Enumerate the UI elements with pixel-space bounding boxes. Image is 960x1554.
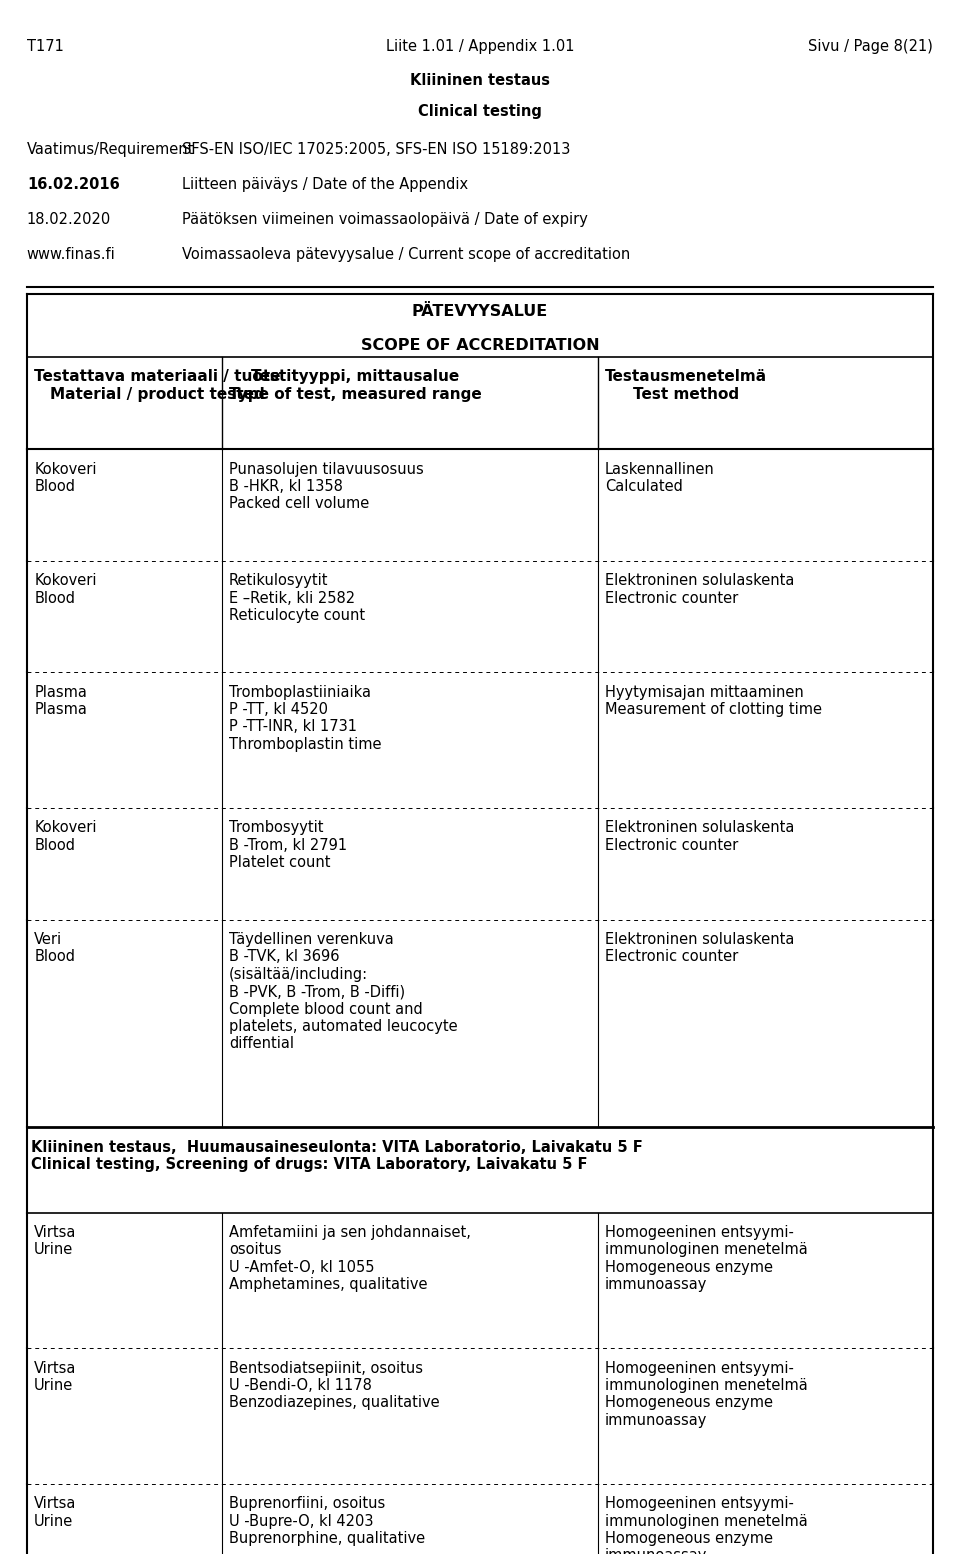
Text: Kokoveri
Blood: Kokoveri Blood [35,573,97,606]
Text: Testattava materiaali / tuote
Material / product tested: Testattava materiaali / tuote Material /… [35,370,280,401]
Text: Tromboplastiiniaika
P -TT, kl 4520
P -TT-INR, kl 1731
Thromboplastin time: Tromboplastiiniaika P -TT, kl 4520 P -TT… [229,685,381,752]
Text: Täydellinen verenkuva
B -TVK, kl 3696
(sisältää/including:
B -PVK, B -Trom, B -D: Täydellinen verenkuva B -TVK, kl 3696 (s… [229,932,458,1052]
Text: Liitteen päiväys / Date of the Appendix: Liitteen päiväys / Date of the Appendix [182,177,468,193]
Text: SCOPE OF ACCREDITATION: SCOPE OF ACCREDITATION [361,337,599,353]
Text: Clinical testing: Clinical testing [418,104,542,120]
Text: Sivu / Page 8(21): Sivu / Page 8(21) [808,39,933,54]
Text: Elektroninen solulaskenta
Electronic counter: Elektroninen solulaskenta Electronic cou… [605,932,795,965]
Text: Voimassaoleva pätevyysalue / Current scope of accreditation: Voimassaoleva pätevyysalue / Current sco… [182,247,631,263]
Text: Homogeeninen entsyymi-
immunologinen menetelmä
Homogeneous enzyme
immunoassay: Homogeeninen entsyymi- immunologinen men… [605,1225,807,1291]
Text: Retikulosyytit
E –Retik, kli 2582
Reticulocyte count: Retikulosyytit E –Retik, kli 2582 Reticu… [229,573,365,623]
Text: www.finas.fi: www.finas.fi [27,247,115,263]
Text: 16.02.2016: 16.02.2016 [27,177,120,193]
Text: Virtsa
Urine: Virtsa Urine [35,1361,77,1392]
Text: SFS-EN ISO/IEC 17025:2005, SFS-EN ISO 15189:2013: SFS-EN ISO/IEC 17025:2005, SFS-EN ISO 15… [182,143,571,157]
Text: Veri
Blood: Veri Blood [35,932,75,965]
Text: Homogeeninen entsyymi-
immunologinen menetelmä
Homogeneous enzyme
immunoassay: Homogeeninen entsyymi- immunologinen men… [605,1361,807,1428]
Text: Plasma
Plasma: Plasma Plasma [35,685,87,716]
Text: Amfetamiini ja sen johdannaiset,
osoitus
U -Amfet-O, kl 1055
Amphetamines, quali: Amfetamiini ja sen johdannaiset, osoitus… [229,1225,470,1291]
Text: Bentsodiatsepiinit, osoitus
U -Bendi-O, kl 1178
Benzodiazepines, qualitative: Bentsodiatsepiinit, osoitus U -Bendi-O, … [229,1361,440,1411]
Text: Trombosyytit
B -Trom, kl 2791
Platelet count: Trombosyytit B -Trom, kl 2791 Platelet c… [229,821,348,870]
Text: Punasolujen tilavuusosuus
B -HKR, kl 1358
Packed cell volume: Punasolujen tilavuusosuus B -HKR, kl 135… [229,462,423,511]
Text: Buprenorfiini, osoitus
U -Bupre-O, kl 4203
Buprenorphine, qualitative: Buprenorfiini, osoitus U -Bupre-O, kl 42… [229,1497,425,1546]
Text: Hyytymisajan mittaaminen
Measurement of clotting time: Hyytymisajan mittaaminen Measurement of … [605,685,822,716]
Text: Testausmenetelmä
Test method: Testausmenetelmä Test method [605,370,767,401]
Text: Laskennallinen
Calculated: Laskennallinen Calculated [605,462,715,494]
Text: PÄTEVYYSALUE: PÄTEVYYSALUE [412,305,548,319]
Text: Virtsa
Urine: Virtsa Urine [35,1225,77,1257]
Text: Kliininen testaus: Kliininen testaus [410,73,550,87]
Text: Kokoveri
Blood: Kokoveri Blood [35,821,97,853]
Text: Kliininen testaus,  Huumausaineseulonta: VITA Laboratorio, Laivakatu 5 F
Clinica: Kliininen testaus, Huumausaineseulonta: … [31,1141,642,1172]
Text: Elektroninen solulaskenta
Electronic counter: Elektroninen solulaskenta Electronic cou… [605,821,795,853]
Text: Kokoveri
Blood: Kokoveri Blood [35,462,97,494]
Text: Homogeeninen entsyymi-
immunologinen menetelmä
Homogeneous enzyme
immunoassay: Homogeeninen entsyymi- immunologinen men… [605,1497,807,1554]
Text: Päätöksen viimeinen voimassaolopäivä / Date of expiry: Päätöksen viimeinen voimassaolopäivä / D… [182,213,588,227]
Text: Liite 1.01 / Appendix 1.01: Liite 1.01 / Appendix 1.01 [386,39,574,54]
Text: T171: T171 [27,39,63,54]
Text: Vaatimus/Requirement: Vaatimus/Requirement [27,143,194,157]
Text: 18.02.2020: 18.02.2020 [27,213,111,227]
Text: Elektroninen solulaskenta
Electronic counter: Elektroninen solulaskenta Electronic cou… [605,573,795,606]
Text: Testityyppi, mittausalue
Type of test, measured range: Testityyppi, mittausalue Type of test, m… [229,370,482,401]
Text: Virtsa
Urine: Virtsa Urine [35,1497,77,1529]
